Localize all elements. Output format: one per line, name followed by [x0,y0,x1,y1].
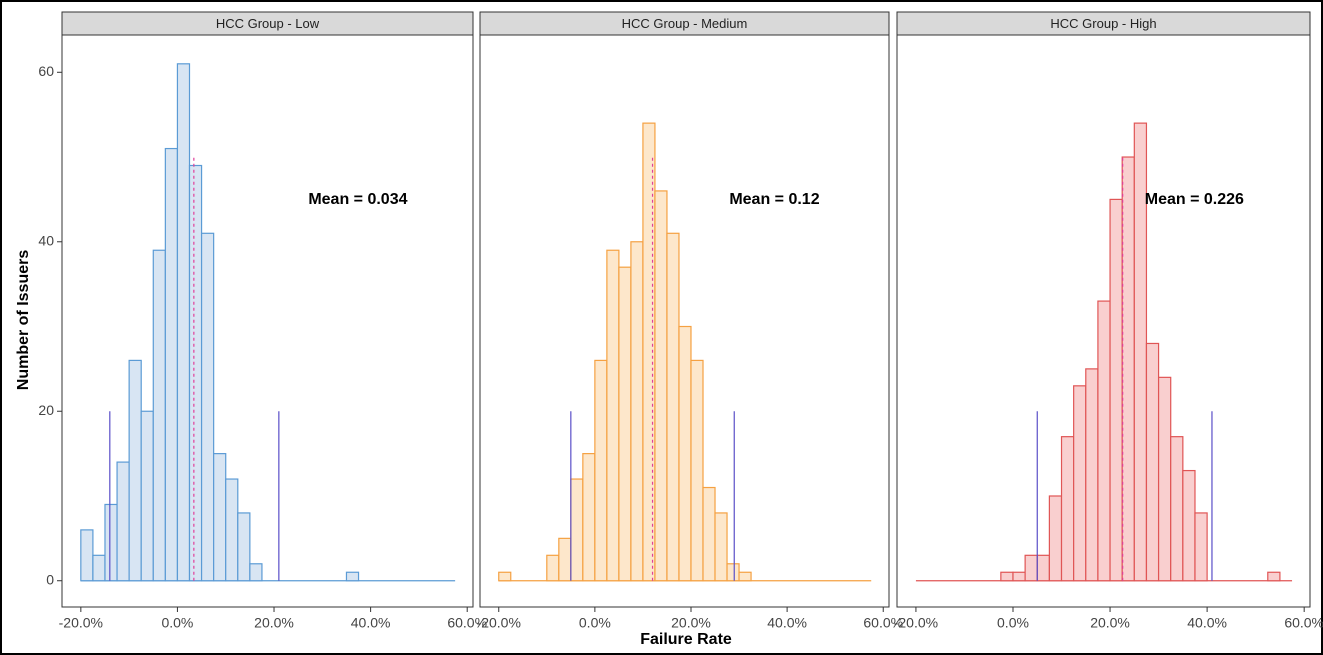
facet-title: HCC Group - High [1050,16,1156,31]
bar [1036,554,1050,582]
bar [558,537,572,582]
bar [116,461,130,582]
bar [690,359,704,582]
y-axis-title: Number of Issuers [15,250,32,391]
bar [582,453,596,582]
bar [594,359,608,582]
bar [1000,571,1014,582]
bar [164,147,179,582]
bar [1073,385,1087,582]
bar [1085,368,1099,582]
bar [237,512,251,582]
x-tick-label: 60.0% [447,615,487,631]
bar [1267,571,1281,582]
bar [642,122,656,582]
bar [654,190,668,582]
facet-title: HCC Group - Medium [622,16,748,31]
panel-border [896,34,1311,608]
x-tick-label: 20.0% [671,615,711,631]
bar [200,232,215,582]
bar [1109,198,1123,582]
bar [630,241,644,582]
x-tick-label: 0.0% [579,615,611,631]
bar [606,249,620,582]
bar [1170,436,1184,582]
bar [176,63,191,582]
x-tick-label: 0.0% [997,615,1029,631]
mean-annotation: Mean = 0.034 [308,191,407,208]
bar [1048,495,1063,582]
bar [1024,554,1038,582]
bar [1194,512,1208,582]
bar [345,571,360,582]
bar [498,571,512,582]
bar [738,571,752,582]
y-tick-label: 20 [38,402,54,418]
bar [1121,156,1135,582]
bar [1097,300,1111,582]
bar [1145,342,1160,582]
mean-annotation: Mean = 0.226 [1145,191,1244,208]
bar [80,529,94,582]
bar [546,554,560,582]
x-tick-label: 60.0% [1284,615,1323,631]
bar [618,266,632,582]
x-tick-label: -20.0% [59,615,103,631]
y-tick-label: 0 [46,571,54,587]
x-axis-title: Failure Rate [640,631,732,648]
bar [1182,469,1196,582]
mean-annotation: Mean = 0.12 [729,191,819,208]
x-tick-label: 40.0% [1187,615,1227,631]
bar [128,359,142,582]
bar [104,503,118,582]
x-tick-label: 40.0% [767,615,807,631]
bar [678,325,692,582]
x-tick-label: 20.0% [1090,615,1130,631]
bar [1012,571,1026,582]
bar [188,164,203,582]
panel-border [61,34,474,608]
bar [666,232,680,582]
bar [1157,376,1172,582]
panel-border [479,34,890,608]
bar [249,563,263,582]
x-tick-label: -20.0% [894,615,938,631]
y-tick-label: 40 [38,232,54,248]
x-tick-label: 0.0% [161,615,193,631]
bar [570,478,584,582]
x-tick-label: -20.0% [477,615,521,631]
bar [726,563,740,582]
y-tick-label: 60 [38,63,54,79]
facet-title: HCC Group - Low [216,16,320,31]
bar [152,249,166,582]
bar [1060,436,1075,582]
bar [714,512,728,582]
bar [92,554,106,582]
bar [225,478,239,582]
bar [140,410,154,582]
x-tick-label: 60.0% [863,615,903,631]
bar [213,453,227,582]
bar [702,486,716,582]
x-tick-label: 40.0% [351,615,391,631]
x-tick-label: 20.0% [254,615,294,631]
